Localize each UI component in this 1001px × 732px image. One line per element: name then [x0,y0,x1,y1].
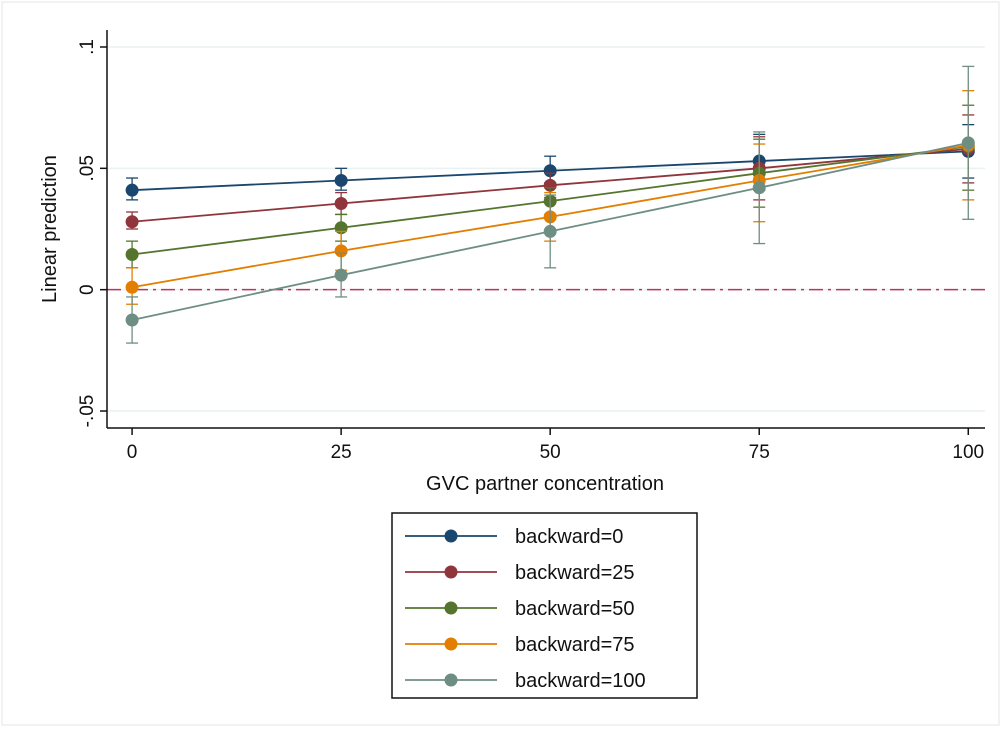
data-point [125,215,139,229]
series-4 [125,65,975,344]
data-point [334,244,348,258]
y-axis-title: Linear prediction [39,155,61,303]
legend-item: backward=100 [405,670,646,692]
x-tick-label: 0 [127,442,138,463]
legend-box [391,512,698,699]
axes: -.05 0 .05 .1 0 25 50 75 100 [77,30,985,463]
y-tick-label: 0 [77,284,98,295]
data-point [543,164,557,178]
legend-label: backward=75 [515,634,635,656]
legend-marker [444,529,458,543]
x-axis-title: GVC partner concentration [426,473,664,495]
series-layer [125,65,975,344]
data-point [961,136,975,150]
legend-item: backward=25 [405,562,635,584]
data-point [125,247,139,261]
legend: backward=0 backward=25 backward=50 backward… [391,512,698,699]
data-point [125,183,139,197]
data-point [543,224,557,238]
legend-label: backward=25 [515,562,635,584]
legend-item: backward=0 [405,526,623,548]
x-tick-label: 100 [952,442,984,463]
legend-marker [444,673,458,687]
y-tick-label: -.05 [77,395,98,428]
legend-item: backward=75 [405,634,635,656]
data-point [334,173,348,187]
data-point [125,313,139,327]
x-tick-label: 75 [749,442,770,463]
data-point [334,197,348,211]
data-point [334,268,348,282]
data-point [543,178,557,192]
legend-label: backward=0 [515,526,623,548]
legend-marker [444,601,458,615]
legend-label: backward=100 [515,670,646,692]
x-tick-label: 50 [540,442,561,463]
x-tick-label: 25 [331,442,352,463]
data-point [752,181,766,195]
y-tick-label: .05 [77,155,98,181]
legend-items: backward=0 backward=25 backward=50 backward… [405,526,646,692]
legend-item: backward=50 [405,598,635,620]
legend-marker [444,565,458,579]
legend-marker [444,637,458,651]
data-point [125,280,139,294]
y-tick-label: .1 [77,39,98,55]
legend-label: backward=50 [515,598,635,620]
